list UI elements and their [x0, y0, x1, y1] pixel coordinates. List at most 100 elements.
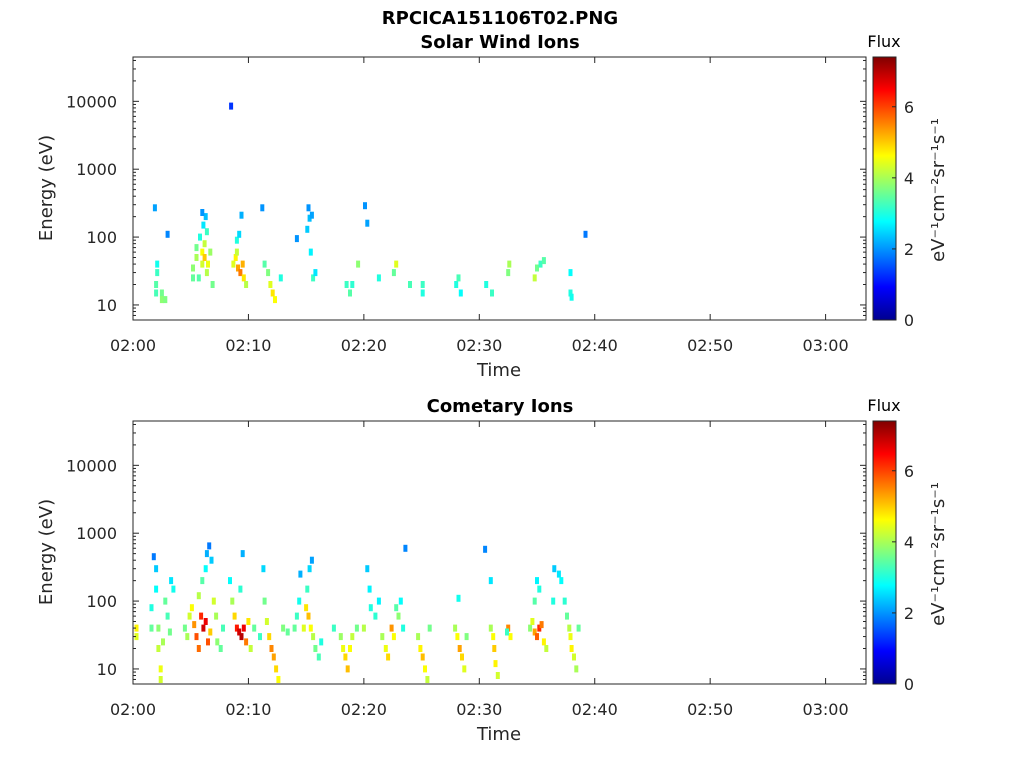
spectrogram-cell [185, 633, 190, 641]
spectrogram-cell [490, 289, 494, 297]
spectrogram-cell [541, 638, 546, 646]
spectrogram-cell [386, 653, 391, 661]
spectrogram-cell [182, 624, 187, 632]
y-axis: 10 100 1000 10000 [66, 59, 866, 321]
spectrogram-cell [505, 628, 509, 636]
x-tick-label: 02:10 [225, 336, 271, 355]
colorbar-ticks: 0 2 4 6 [892, 98, 914, 330]
spectrogram-cell [215, 638, 220, 646]
spectrogram-cell [391, 633, 396, 641]
spectrogram-cell [488, 624, 493, 632]
spectrogram-cell [420, 289, 425, 297]
spectrogram-cell [537, 585, 542, 593]
spectrogram-cell [206, 260, 210, 268]
spectrogram-cell [311, 274, 316, 282]
spectrogram-cell [365, 219, 370, 227]
spectrogram-cell [158, 665, 163, 673]
spectrogram-cell [270, 289, 275, 297]
spectrogram-cell [491, 633, 496, 641]
spectrogram-cell [373, 612, 378, 620]
spectrogram-cell [155, 260, 160, 268]
spectrogram-cell [264, 618, 269, 625]
spectrogram-cell [316, 653, 321, 661]
x-tick-label: 02:20 [341, 336, 387, 355]
spectrogram-cell [239, 633, 244, 641]
plot-area: 02:00 02:10 02:20 02:30 02:40 02:50 03:00 1010… [66, 420, 867, 719]
spectrogram-cell [307, 565, 312, 573]
spectrogram-cell [427, 624, 432, 632]
spectrogram-cell [552, 565, 557, 573]
spectrogram-cell [538, 260, 543, 268]
spectrogram-cell [311, 633, 316, 641]
spectrogram-cell [343, 653, 348, 661]
spectrogram-cell [305, 225, 310, 233]
spectrogram-cell [350, 281, 355, 288]
colorbar-tick-label: 6 [904, 98, 914, 117]
spectrogram-cell [530, 618, 535, 625]
spectrogram-cell [236, 264, 240, 272]
spectrogram-cells [134, 542, 581, 683]
spectrogram-cell [209, 556, 214, 564]
colorbar-tick-label: 0 [904, 311, 914, 330]
spectrogram-cell [206, 638, 210, 646]
spectrogram-cell [532, 628, 537, 636]
spectrogram-cell [367, 585, 372, 593]
spectrogram-cell [200, 260, 205, 268]
spectrogram-cell [305, 585, 310, 593]
spectrogram-cell [200, 248, 205, 256]
spectrogram-cell [196, 645, 201, 652]
spectrogram-cell [278, 274, 283, 282]
spectrogram-cell [267, 633, 272, 641]
spectrogram-cell [237, 230, 242, 238]
spectrogram-cell [234, 248, 239, 256]
y-axis-label: Energy (eV) [36, 135, 57, 241]
spectrogram-cell [292, 624, 297, 632]
spectrogram-cell [266, 269, 271, 277]
spectrogram-cell [568, 633, 573, 641]
spectrogram-cell [262, 597, 267, 605]
spectrogram-cell [134, 624, 139, 632]
x-tick-label: 03:00 [803, 336, 849, 355]
spectrogram-cell [203, 565, 208, 573]
spectrogram-cell [165, 230, 170, 238]
spectrogram-cell [271, 653, 276, 661]
spectrogram-cell [163, 296, 168, 304]
spectrogram-cell [319, 638, 324, 646]
spectrogram-cell [294, 612, 299, 620]
spectrogram-cell [483, 545, 488, 553]
spectrogram-cell [241, 624, 246, 632]
spectrogram-cell [495, 672, 500, 679]
spectrogram-cell [389, 624, 394, 632]
spectrogram-cell [408, 281, 412, 288]
x-axis-label: Time [476, 724, 521, 745]
x-tick-label: 02:40 [572, 700, 618, 719]
colorbar-gradient [872, 420, 897, 685]
spectrogram-cell [244, 638, 249, 646]
colorbar-title: Flux [867, 396, 900, 415]
spectrogram-cell [200, 209, 205, 216]
spectrogram-cell [203, 618, 208, 625]
colorbar-ticks: 0 2 4 6 [892, 462, 914, 694]
spectrogram-cell [234, 236, 239, 244]
spectrogram-cell [155, 269, 160, 277]
spectrogram-cell [240, 550, 245, 558]
plot-area: 02:00 02:10 02:20 02:30 02:40 02:50 03:00 1010… [66, 56, 867, 355]
x-tick-label: 02:10 [225, 700, 271, 719]
spectrogram-cell [204, 550, 209, 558]
spectrogram-cell [198, 233, 202, 241]
x-tick-label: 02:50 [687, 336, 733, 355]
panel-title: Solar Wind Ions [420, 32, 579, 53]
y-tick-label: 10000 [66, 456, 117, 475]
spectrogram-cell [456, 274, 461, 282]
spectrogram-cells [152, 102, 588, 304]
colorbar-title: Flux [867, 32, 900, 51]
spectrogram-cell [154, 281, 159, 288]
spectrogram-cell [274, 665, 279, 673]
spectrogram-cell [151, 553, 156, 561]
spectrogram-cell [194, 244, 199, 252]
colorbar-gradient [872, 56, 897, 321]
spectrogram-cell [331, 624, 336, 632]
spectrogram-cell [230, 597, 235, 605]
spectrogram-cell [559, 577, 564, 585]
